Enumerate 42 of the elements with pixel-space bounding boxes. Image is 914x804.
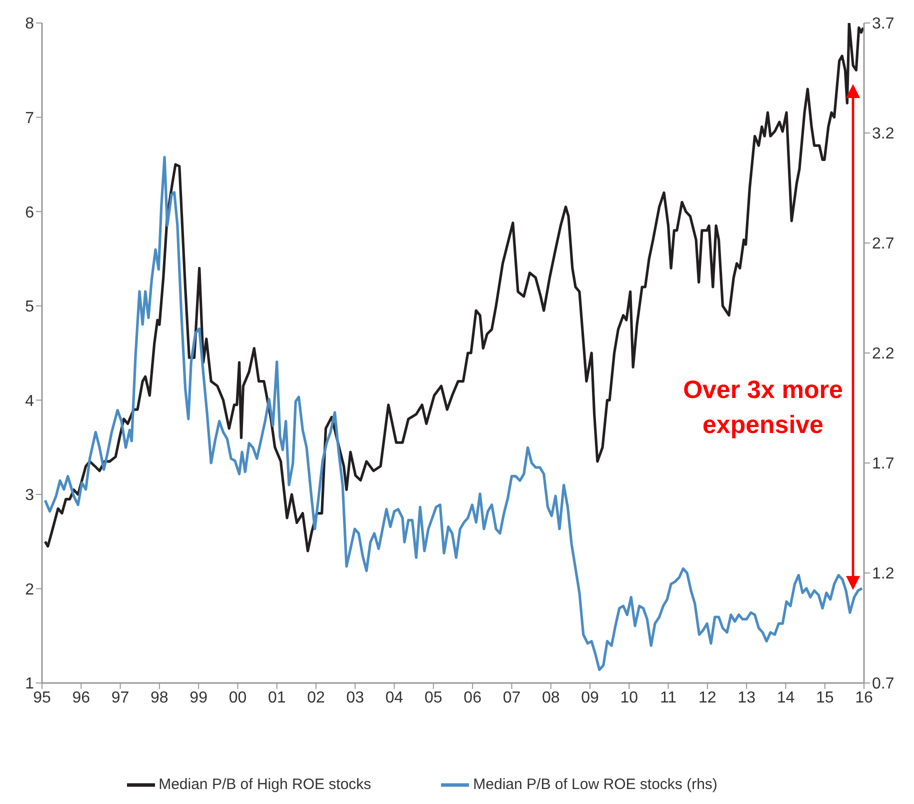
y2-tick-label: 2.2 — [872, 346, 894, 363]
x-tick-label: 11 — [660, 689, 677, 706]
x-tick-label: 06 — [464, 689, 482, 706]
y2-tick-label: 1.7 — [872, 456, 894, 473]
x-tick-label: 03 — [346, 689, 364, 706]
x-tick-label: 05 — [424, 689, 442, 706]
x-tick-label: 08 — [542, 689, 560, 706]
x-tick-label: 16 — [855, 689, 873, 706]
y-tick-label: 8 — [25, 16, 34, 33]
annotation: Over 3x more expensive — [682, 375, 844, 441]
y-tick-label: 1 — [25, 676, 34, 693]
y2-tick-label: 3.2 — [872, 126, 894, 143]
x-tick-label: 96 — [72, 689, 90, 706]
x-tick-label: 10 — [620, 689, 638, 706]
y-tick-label: 3 — [25, 487, 34, 504]
y-tick-label: 6 — [25, 204, 34, 222]
x-tick-label: 00 — [228, 689, 247, 706]
y2-tick-label: 2.7 — [872, 236, 894, 253]
x-tick-label: 07 — [502, 689, 521, 706]
y-tick-label: 4 — [25, 392, 34, 410]
y-tick-label: 7 — [25, 110, 34, 127]
x-tick-label: 15 — [816, 689, 834, 706]
x-tick-label: 04 — [385, 689, 404, 706]
y2-tick-label: 1.2 — [872, 566, 894, 583]
legend-label: Median P/B of High ROE stocks — [158, 776, 372, 793]
x-tick-label: 98 — [150, 689, 168, 706]
x-tick-label: 13 — [738, 689, 756, 706]
x-tick-label: 97 — [111, 689, 130, 706]
x-tick-label: 95 — [33, 689, 51, 706]
x-tick-label: 14 — [776, 689, 795, 706]
line-series — [44, 156, 864, 672]
x-tick-label: 12 — [698, 689, 716, 706]
y2-tick-label: 0.7 — [872, 676, 894, 693]
x-tick-label: 09 — [581, 689, 599, 706]
x-tick-label: 99 — [190, 689, 208, 706]
x-tick-label: 01 — [268, 689, 286, 706]
x-tick-label: 02 — [307, 689, 325, 706]
y-tick-label: 2 — [25, 581, 34, 598]
line-series — [44, 23, 864, 552]
y2-tick-label: 3.7 — [872, 16, 894, 33]
legend-label: Median P/B of Low ROE stocks (rhs) — [473, 776, 718, 793]
y-tick-label: 5 — [25, 298, 34, 316]
